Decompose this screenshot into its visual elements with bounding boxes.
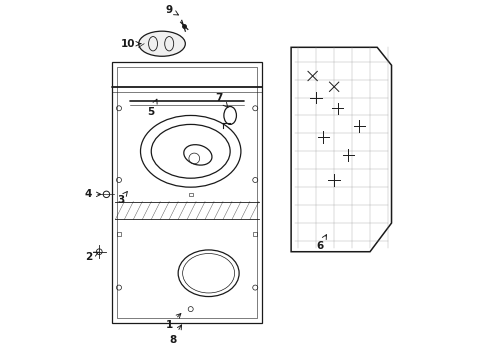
Text: 5: 5 [147, 99, 157, 117]
Text: 10: 10 [121, 39, 141, 49]
Text: 6: 6 [316, 235, 326, 251]
Text: 7: 7 [215, 93, 227, 107]
Ellipse shape [139, 31, 185, 56]
Text: 8: 8 [169, 325, 181, 345]
Text: 2: 2 [85, 252, 98, 262]
Text: 1: 1 [165, 314, 181, 330]
Text: 4: 4 [84, 189, 101, 199]
Text: 3: 3 [117, 192, 127, 205]
Text: 9: 9 [165, 5, 178, 15]
